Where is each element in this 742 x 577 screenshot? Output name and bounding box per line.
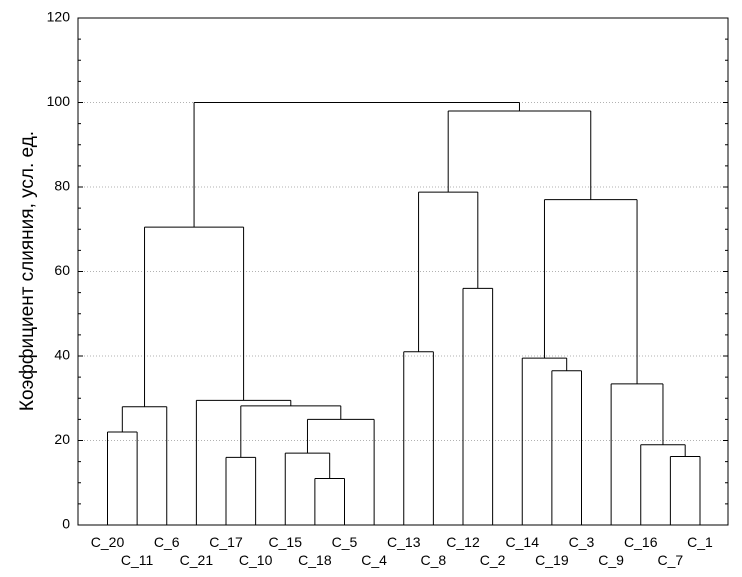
y-axis-ticks: 0 20 40 60 80 100 120 [47, 9, 728, 532]
y-tick-label: 100 [47, 93, 71, 109]
leaf-label: C_8 [421, 552, 447, 568]
leaf-label: C_16 [624, 534, 658, 550]
leaf-label: C_1 [687, 534, 713, 550]
leaf-label: C_18 [298, 552, 332, 568]
leaf-label: C_7 [658, 552, 684, 568]
leaf-label: C_2 [480, 552, 506, 568]
y-tick-label: 60 [54, 262, 70, 278]
leaf-label: C_5 [332, 534, 358, 550]
grid-lines [78, 102, 728, 441]
y-tick-label: 0 [62, 516, 70, 532]
leaf-label: C_4 [361, 552, 387, 568]
leaf-label: C_14 [506, 534, 540, 550]
leaf-label: C_10 [239, 552, 273, 568]
leaf-label: C_3 [569, 534, 595, 550]
leaf-label: C_11 [121, 552, 154, 568]
leaf-label: C_6 [154, 534, 180, 550]
leaf-labels: C_20C_11C_6C_21C_17C_10C_15C_18C_5C_4C_1… [91, 534, 713, 568]
y-tick-label: 40 [54, 347, 70, 363]
leaf-label: C_21 [180, 552, 214, 568]
leaf-label: C_20 [91, 534, 125, 550]
leaf-label: C_19 [535, 552, 569, 568]
leaf-label: C_12 [446, 534, 480, 550]
y-tick-label: 120 [47, 9, 71, 25]
y-tick-label: 80 [54, 178, 70, 194]
dendrogram-links [107, 102, 701, 525]
y-tick-label: 20 [54, 431, 70, 447]
y-axis-title: Коэффициент слияния, усл. ед. [17, 131, 38, 411]
leaf-label: C_15 [269, 534, 303, 550]
leaf-label: C_17 [209, 534, 243, 550]
leaf-label: C_13 [387, 534, 421, 550]
leaf-label: C_9 [598, 552, 624, 568]
